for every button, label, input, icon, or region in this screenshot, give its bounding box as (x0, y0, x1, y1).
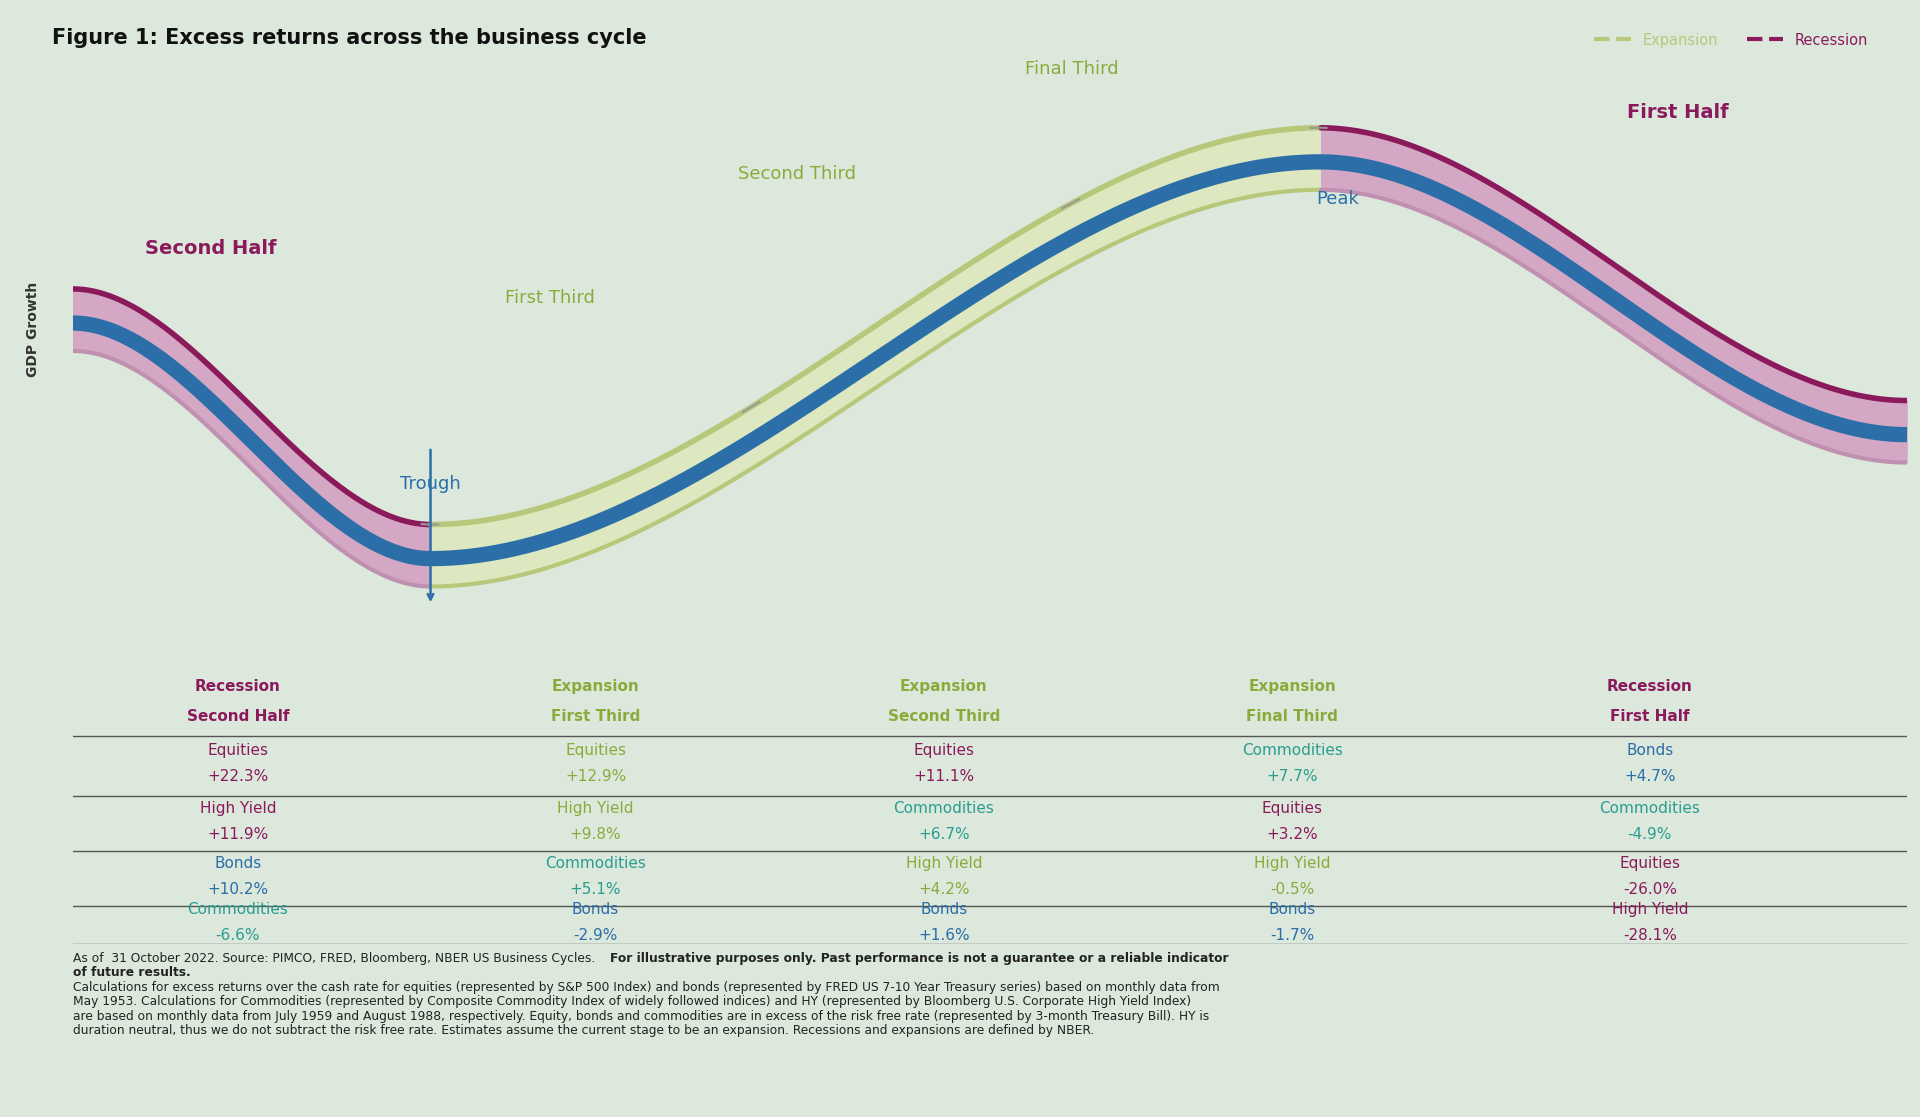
Text: High Yield: High Yield (1254, 856, 1331, 870)
Text: Trough: Trough (399, 475, 461, 494)
Text: Bonds: Bonds (1626, 744, 1674, 758)
Text: High Yield: High Yield (557, 801, 634, 815)
Text: First Third: First Third (505, 289, 595, 307)
Text: Equities: Equities (207, 744, 269, 758)
Text: are based on monthly data from July 1959 and August 1988, respectively. Equity, : are based on monthly data from July 1959… (73, 1010, 1210, 1023)
Text: +6.7%: +6.7% (918, 827, 970, 842)
Text: -2.9%: -2.9% (574, 928, 618, 943)
Text: Commodities: Commodities (1599, 801, 1701, 815)
Text: GDP Growth: GDP Growth (25, 281, 40, 376)
Text: -0.5%: -0.5% (1271, 881, 1315, 897)
Text: -1.7%: -1.7% (1271, 928, 1315, 943)
Text: Bonds: Bonds (215, 856, 261, 870)
Text: +7.7%: +7.7% (1267, 770, 1317, 784)
Text: Recession: Recession (1607, 679, 1693, 694)
Text: duration neutral, thus we do not subtract the risk free rate. Estimates assume t: duration neutral, thus we do not subtrac… (73, 1024, 1094, 1038)
Text: +1.6%: +1.6% (918, 928, 970, 943)
Text: Expansion: Expansion (1248, 679, 1336, 694)
Text: Equities: Equities (1619, 856, 1680, 870)
Text: High Yield: High Yield (906, 856, 983, 870)
Text: Second Third: Second Third (737, 165, 856, 183)
Text: +9.8%: +9.8% (570, 827, 622, 842)
Text: Bonds: Bonds (572, 903, 618, 917)
Text: +12.9%: +12.9% (564, 770, 626, 784)
Text: Second Half: Second Half (144, 239, 276, 258)
Text: High Yield: High Yield (200, 801, 276, 815)
Text: -28.1%: -28.1% (1622, 928, 1676, 943)
Legend: Expansion, Recession: Expansion, Recession (1588, 28, 1874, 54)
Text: As of  31 October 2022. Source: PIMCO, FRED, Bloomberg, NBER US Business Cycles.: As of 31 October 2022. Source: PIMCO, FR… (73, 952, 599, 965)
Text: +3.2%: +3.2% (1267, 827, 1319, 842)
Text: Final Third: Final Third (1246, 709, 1338, 724)
Text: Commodities: Commodities (188, 903, 288, 917)
Text: Commodities: Commodities (1242, 744, 1342, 758)
Text: Final Third: Final Third (1025, 60, 1119, 78)
Text: -26.0%: -26.0% (1622, 881, 1676, 897)
Text: Expansion: Expansion (551, 679, 639, 694)
Text: +4.7%: +4.7% (1624, 770, 1676, 784)
Text: Commodities: Commodities (545, 856, 645, 870)
Text: Bonds: Bonds (1269, 903, 1315, 917)
Text: of future results.: of future results. (73, 966, 190, 980)
Text: First Half: First Half (1626, 103, 1728, 122)
Text: +11.1%: +11.1% (914, 770, 975, 784)
Text: Equities: Equities (914, 744, 975, 758)
Text: Peak: Peak (1317, 190, 1359, 208)
Text: +10.2%: +10.2% (207, 881, 269, 897)
Text: Commodities: Commodities (893, 801, 995, 815)
Text: Equities: Equities (1261, 801, 1323, 815)
Text: Expansion: Expansion (900, 679, 987, 694)
Text: Bonds: Bonds (920, 903, 968, 917)
Text: +22.3%: +22.3% (207, 770, 269, 784)
Text: Second Half: Second Half (186, 709, 290, 724)
Text: High Yield: High Yield (1611, 903, 1688, 917)
Text: -4.9%: -4.9% (1628, 827, 1672, 842)
Text: -6.6%: -6.6% (215, 928, 261, 943)
Text: First Third: First Third (551, 709, 639, 724)
Text: Recession: Recession (196, 679, 280, 694)
Text: +5.1%: +5.1% (570, 881, 622, 897)
Text: For illustrative purposes only. Past performance is not a guarantee or a reliabl: For illustrative purposes only. Past per… (609, 952, 1229, 965)
Text: +4.2%: +4.2% (918, 881, 970, 897)
Text: May 1953. Calculations for Commodities (represented by Composite Commodity Index: May 1953. Calculations for Commodities (… (73, 995, 1190, 1009)
Text: Equities: Equities (564, 744, 626, 758)
Text: +11.9%: +11.9% (207, 827, 269, 842)
Text: Figure 1: Excess returns across the business cycle: Figure 1: Excess returns across the busi… (52, 28, 647, 48)
Text: Second Third: Second Third (887, 709, 1000, 724)
Text: First Half: First Half (1611, 709, 1690, 724)
Text: Calculations for excess returns over the cash rate for equities (represented by : Calculations for excess returns over the… (73, 981, 1219, 994)
